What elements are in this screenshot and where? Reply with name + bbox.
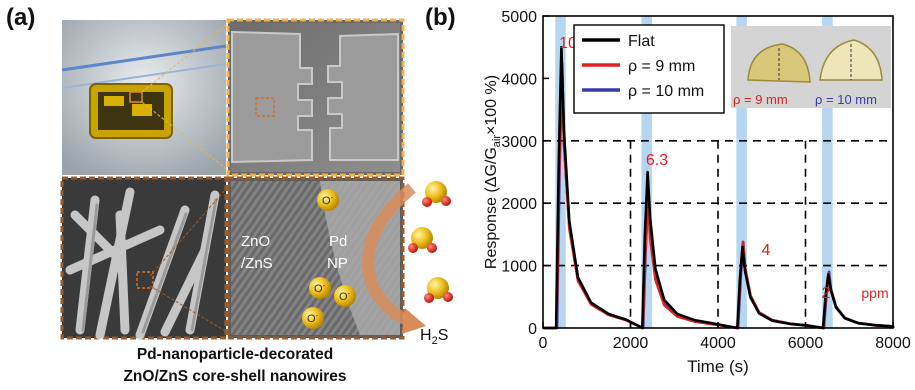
sem-electrode-image (226, 18, 405, 177)
concentration-label: 2 (822, 285, 831, 302)
concentration-label: 6.3 (646, 152, 668, 169)
tem-material-label-1: ZnO (241, 233, 270, 250)
zoom-line (149, 181, 233, 277)
y-tick-label: 0 (528, 321, 537, 338)
zoom-line (141, 101, 231, 173)
x-tick-label: 0 (539, 335, 548, 352)
h2s-molecules (408, 181, 453, 303)
oxygen-ions: O- O- O- O- (302, 189, 356, 329)
tem-np-label-2: NP (327, 255, 348, 272)
zoom-line (149, 285, 233, 336)
y-tick-label: 1000 (501, 259, 537, 276)
response-chart: 0 1000 2000 3000 4000 5000 0 2000 4000 6000 8000 Ti… (483, 9, 911, 376)
y-tick-label: 2000 (501, 196, 537, 213)
gas-pulse-band (736, 16, 747, 328)
tem-np-label-1: Pd (329, 233, 347, 250)
caption-line-1: Pd-nanoparticle-decorated (136, 346, 334, 363)
concentration-label: ppm (861, 285, 888, 301)
y-tick-label: 3000 (501, 134, 537, 151)
caption-line-2: ZnO/ZnS core-shell nanowires (123, 368, 347, 385)
reaction-arrow-head (402, 308, 426, 334)
ion-label: O- (322, 193, 334, 207)
legend-entry: ρ = 10 mm (628, 83, 704, 100)
gas-pulse-band (822, 16, 833, 328)
y-axis-label: Response (ΔG/Gair×100 %) (483, 75, 503, 269)
y-tick-label: 4000 (501, 71, 537, 88)
tem-material-label-2: /ZnS (241, 255, 273, 272)
device-photo (61, 20, 227, 175)
x-tick-label: 6000 (788, 335, 824, 352)
sem-nanowires-image (60, 176, 228, 340)
ion-label: O- (339, 289, 351, 303)
series-line (543, 45, 895, 330)
x-tick-label: 8000 (875, 335, 911, 352)
gas-label: H2S (420, 327, 448, 347)
ion-label: O- (314, 281, 326, 295)
x-tick-label: 2000 (613, 335, 649, 352)
ion-label: O- (307, 311, 319, 325)
legend-entry: ρ = 9 mm (628, 58, 695, 75)
x-tick-label: 4000 (700, 335, 736, 352)
zoom-line (141, 21, 231, 93)
inset-label-10mm: ρ = 10 mm (815, 92, 877, 107)
concentration-label: 10 (559, 35, 577, 52)
y-tick-label: 5000 (501, 9, 537, 26)
reaction-arrow (362, 183, 416, 328)
concentration-label: 4 (762, 242, 771, 259)
x-axis-label: Time (s) (687, 357, 749, 376)
panel-b-label: (b) (425, 4, 456, 31)
legend-entry: Flat (628, 33, 655, 50)
inset-label-9mm: ρ = 9 mm (733, 92, 788, 107)
panel-a-label: (a) (6, 4, 36, 31)
